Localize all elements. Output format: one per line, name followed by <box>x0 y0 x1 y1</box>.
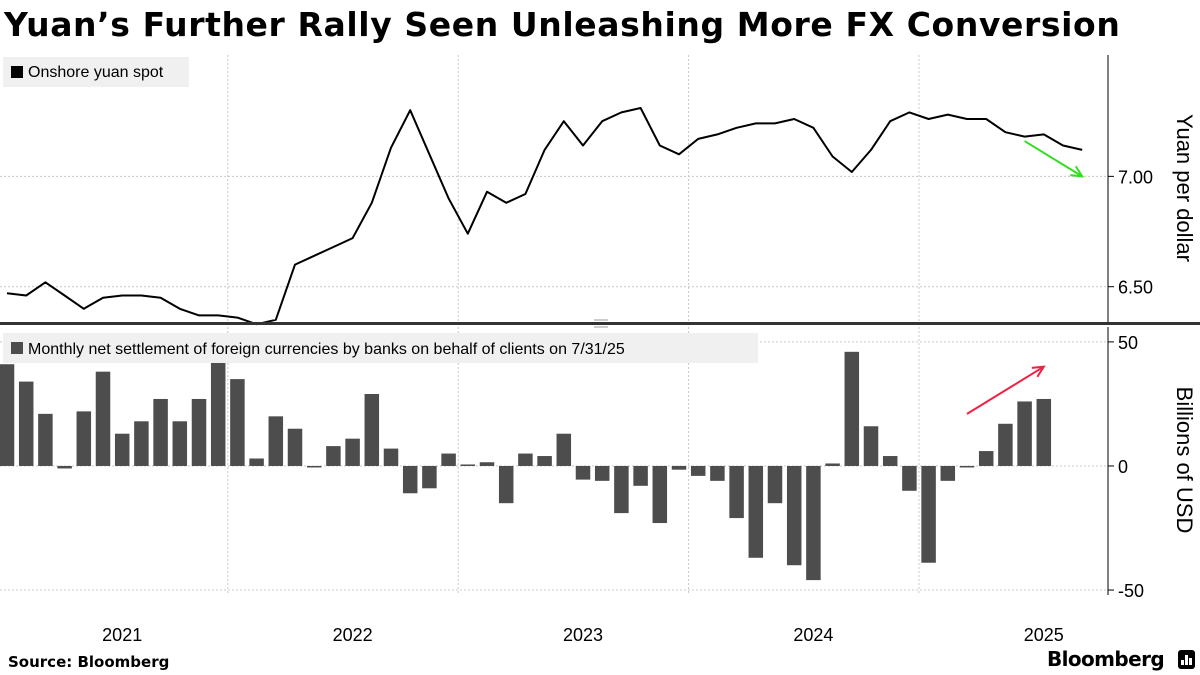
bar <box>134 421 149 466</box>
brand-logo: Bloomberg <box>1047 647 1165 671</box>
legend-top-bg <box>3 57 189 87</box>
bar <box>172 421 188 466</box>
y-tick-label-bottom: 0 <box>1118 457 1128 477</box>
bar <box>825 463 840 466</box>
chart-title: Yuan’s Further Rally Seen Unleashing Mor… <box>4 5 1121 44</box>
x-tick-label: 2022 <box>333 625 373 645</box>
bar <box>479 462 495 466</box>
bar <box>844 351 860 466</box>
source-note: Source: Bloomberg <box>8 653 170 671</box>
green-arrow <box>1024 140 1083 178</box>
bar <box>1036 398 1052 466</box>
legend-bar-swatch <box>11 342 23 354</box>
y-axis-title-top: Yuan per dollar <box>1172 114 1197 262</box>
bar <box>594 465 610 481</box>
bar <box>978 451 994 466</box>
bar <box>364 394 380 466</box>
bar <box>806 465 821 581</box>
bar <box>921 465 936 563</box>
bar <box>1017 401 1032 466</box>
bar <box>633 465 648 486</box>
bar <box>575 465 591 480</box>
bar <box>460 464 476 466</box>
bar <box>230 379 245 466</box>
bar <box>882 456 898 466</box>
legend-bottom-bg <box>3 333 758 363</box>
bar <box>345 438 360 466</box>
bar <box>76 411 92 466</box>
bar <box>998 423 1013 466</box>
panel-divider[interactable] <box>0 322 1200 325</box>
bar <box>114 433 130 466</box>
x-tick-label: 2025 <box>1024 625 1064 645</box>
bar <box>95 371 111 466</box>
red-arrow-head <box>1031 365 1046 378</box>
bar <box>690 465 706 476</box>
bar <box>422 465 437 489</box>
bar <box>518 453 533 466</box>
x-tick-label: 2021 <box>102 625 142 645</box>
y-tick-label-top: 6.50 <box>1118 278 1153 298</box>
bar <box>671 465 687 470</box>
bar <box>748 465 764 558</box>
bar-series <box>0 336 1052 581</box>
bar <box>383 448 399 466</box>
bar <box>902 465 917 491</box>
bar <box>249 458 264 466</box>
bar <box>287 428 303 466</box>
legend-bar-label: Monthly net settlement of foreign curren… <box>28 341 625 358</box>
bar <box>863 426 879 466</box>
bar <box>18 381 34 466</box>
divider-grip-icon[interactable] <box>594 319 608 328</box>
y-tick-label-bottom: 50 <box>1118 333 1138 353</box>
bar <box>940 465 956 481</box>
bloomberg-bars-icon <box>1178 650 1195 669</box>
annotations <box>966 140 1085 415</box>
y-axis-title-bottom: Billions of USD <box>1172 387 1197 534</box>
bar <box>556 433 572 466</box>
yuan-spot-line <box>6 107 1083 326</box>
legend-line-swatch <box>11 66 23 78</box>
bar <box>710 465 725 481</box>
x-tick-label: 2023 <box>563 625 603 645</box>
bar <box>191 398 207 466</box>
bar <box>729 465 744 519</box>
bar <box>498 465 514 504</box>
bar <box>402 465 418 494</box>
green-arrow-head <box>1070 165 1085 178</box>
y-tick-label-bottom: -50 <box>1118 581 1144 601</box>
legend-line-label: Onshore yuan spot <box>28 64 164 81</box>
bar <box>210 336 226 466</box>
bar <box>537 456 552 466</box>
bar <box>786 465 802 566</box>
red-arrow <box>966 365 1045 415</box>
bar <box>652 465 668 524</box>
bar <box>959 465 975 468</box>
bar <box>767 465 783 504</box>
line-series <box>6 107 1083 326</box>
bar <box>153 398 168 466</box>
bar <box>614 465 629 514</box>
bar <box>326 446 341 466</box>
y-tick-label-top: 7.00 <box>1118 167 1153 187</box>
axes: 6.50 7.00 -50 0 50 2021 2022 2023 2024 2025 <box>102 55 1153 645</box>
x-tick-label: 2024 <box>793 625 833 645</box>
bar <box>38 413 53 466</box>
bar <box>268 416 284 466</box>
bar <box>441 453 456 466</box>
bar <box>306 465 322 468</box>
bar <box>0 364 15 466</box>
bar <box>57 465 72 469</box>
